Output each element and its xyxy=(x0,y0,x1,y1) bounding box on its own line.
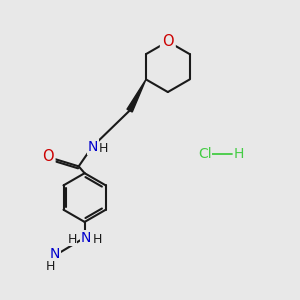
Text: H: H xyxy=(68,233,77,246)
Text: H: H xyxy=(99,142,108,155)
Text: N: N xyxy=(81,231,91,245)
Text: N: N xyxy=(87,140,98,154)
Text: O: O xyxy=(42,149,54,164)
Text: H: H xyxy=(234,148,244,161)
Text: H: H xyxy=(92,233,102,246)
Text: N: N xyxy=(50,247,60,261)
Text: Cl: Cl xyxy=(198,148,212,161)
Text: H: H xyxy=(46,260,55,273)
Polygon shape xyxy=(127,80,146,112)
Text: O: O xyxy=(162,34,174,49)
